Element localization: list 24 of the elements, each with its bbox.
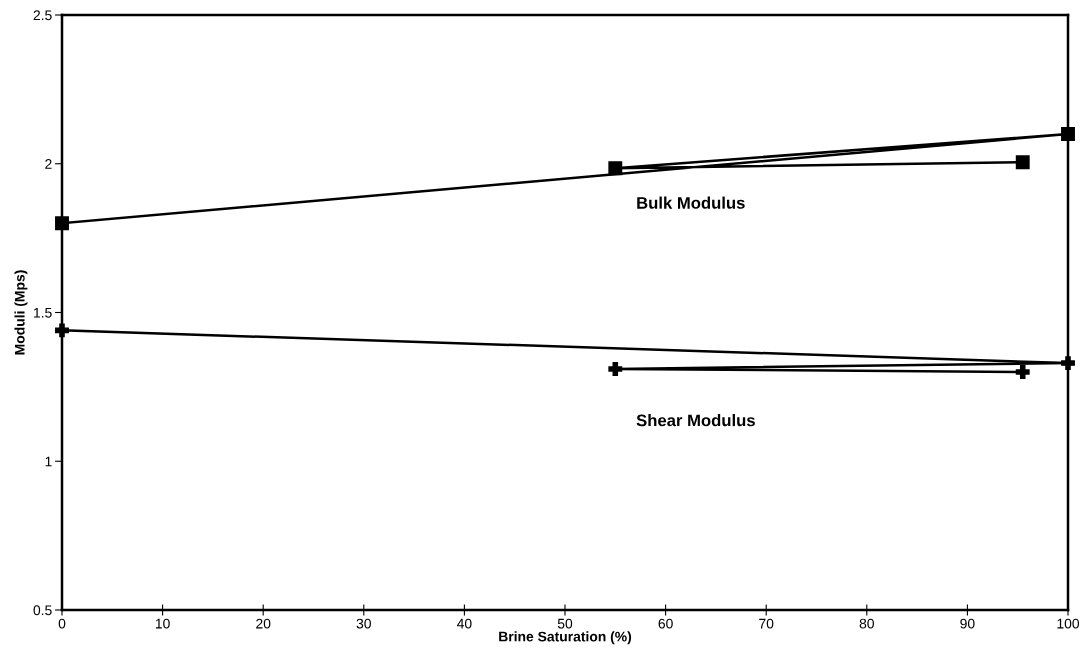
x-tick-label: 80 <box>859 618 874 629</box>
x-tick-label: 10 <box>155 618 170 629</box>
x-tick-label: 0 <box>58 618 66 629</box>
x-tick-label: 100 <box>1057 618 1080 629</box>
y-tick-label: 1.5 <box>34 307 52 318</box>
point <box>608 362 623 376</box>
x-tick-label: 90 <box>960 618 975 629</box>
x-tick-label: 40 <box>457 618 472 629</box>
point <box>1015 155 1030 170</box>
y-axis-title: Moduli (Mps) <box>14 270 28 355</box>
point <box>1015 365 1030 379</box>
x-tick-label: 30 <box>356 618 371 629</box>
y-tick-label: 2.5 <box>33 10 52 21</box>
text: Shear Modulus <box>636 414 755 427</box>
y-tick-label: 0.5 <box>33 605 52 616</box>
x-tick-label: 20 <box>256 618 271 629</box>
x-tick-label: 60 <box>658 618 673 629</box>
point <box>608 161 623 176</box>
x-axis-title: Brine Saturation (%) <box>499 631 632 645</box>
y-tick-label: 2 <box>45 159 52 169</box>
y-tick-label: 1 <box>45 456 52 467</box>
x-tick-label: 70 <box>759 618 774 629</box>
series-label: Bulk Modulus <box>637 196 745 209</box>
x-tick-label: 50 <box>557 618 573 629</box>
